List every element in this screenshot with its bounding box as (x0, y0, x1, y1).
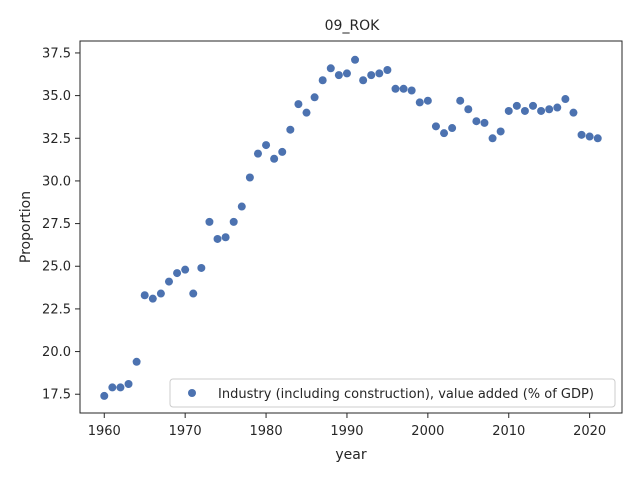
data-point (189, 289, 198, 298)
y-tick-label: 32.5 (42, 132, 71, 147)
data-point (359, 76, 368, 85)
data-point (537, 106, 546, 115)
data-point (205, 217, 214, 226)
data-point (181, 265, 190, 274)
data-point (464, 105, 473, 114)
data-point (213, 234, 222, 243)
data-point (164, 277, 173, 286)
data-point (375, 69, 384, 78)
data-point (440, 129, 449, 138)
data-point (561, 95, 570, 104)
chart-title: 09_ROK (325, 18, 381, 34)
data-point (480, 118, 489, 127)
x-tick-label: 1970 (169, 424, 202, 439)
data-points (100, 55, 602, 400)
data-point (132, 357, 141, 366)
legend-marker (188, 389, 196, 397)
data-point (512, 101, 521, 110)
data-point (545, 105, 554, 114)
data-point (342, 69, 351, 78)
data-point (334, 71, 343, 80)
data-point (286, 125, 295, 134)
data-point (294, 100, 303, 109)
data-point (407, 86, 416, 95)
plot-frame (79, 40, 623, 414)
y-tick-label: 20.0 (42, 345, 71, 360)
data-point (577, 130, 586, 139)
data-point (262, 141, 271, 150)
legend-entry: Industry (including construction), value… (218, 387, 594, 402)
data-point (456, 96, 465, 105)
data-point (318, 76, 327, 85)
data-point (253, 149, 262, 158)
x-tick-label: 1980 (250, 424, 283, 439)
data-point (488, 134, 497, 143)
data-point (529, 101, 538, 110)
y-tick-label: 30.0 (42, 174, 71, 189)
data-point (278, 147, 287, 156)
y-tick-label: 17.5 (42, 388, 71, 403)
legend-box (169, 378, 616, 408)
data-point (423, 96, 432, 105)
data-point (367, 71, 376, 80)
data-point (593, 134, 602, 143)
x-axis: 1960 1970 1980 1990 2000 2010 2020 (88, 413, 606, 439)
y-axis: 17.5 20.0 22.5 25.0 27.5 30.0 32.5 35.0 37.5 (42, 46, 80, 403)
data-point (553, 103, 562, 112)
data-point (245, 173, 254, 182)
plot-area (79, 40, 623, 414)
x-tick-label: 2020 (573, 424, 606, 439)
data-point (399, 84, 408, 93)
y-tick-label: 25.0 (42, 260, 71, 275)
data-point (496, 127, 505, 136)
data-point (310, 93, 319, 102)
data-point (270, 154, 279, 163)
data-point (148, 294, 157, 303)
data-point (237, 202, 246, 211)
data-point (197, 263, 206, 272)
x-tick-label: 1990 (330, 424, 363, 439)
data-point (472, 117, 481, 126)
x-tick-label: 1960 (88, 424, 121, 439)
data-point (100, 391, 109, 400)
y-tick-label: 37.5 (42, 46, 71, 61)
data-point (351, 55, 360, 64)
y-tick-label: 22.5 (42, 302, 71, 317)
data-point (326, 64, 335, 73)
y-tick-label: 27.5 (42, 217, 71, 232)
data-point (431, 122, 440, 131)
y-tick-label: 35.0 (42, 89, 71, 104)
data-point (302, 108, 311, 117)
data-point (116, 383, 125, 392)
data-point (140, 291, 149, 300)
data-point (108, 383, 117, 392)
data-point (221, 233, 230, 242)
legend: Industry (including construction), value… (169, 378, 616, 408)
data-point (448, 124, 457, 133)
y-axis-label: Proportion (18, 191, 34, 263)
data-point (504, 106, 513, 115)
data-point (415, 98, 424, 107)
data-point (156, 289, 165, 298)
data-point (229, 217, 238, 226)
x-axis-label: year (335, 447, 366, 463)
data-point (124, 379, 133, 388)
data-point (585, 132, 594, 141)
data-point (391, 84, 400, 93)
data-point (173, 269, 182, 278)
x-tick-label: 2000 (411, 424, 444, 439)
data-point (520, 106, 529, 115)
data-point (569, 108, 578, 117)
data-point (383, 66, 392, 75)
x-tick-label: 2010 (492, 424, 525, 439)
